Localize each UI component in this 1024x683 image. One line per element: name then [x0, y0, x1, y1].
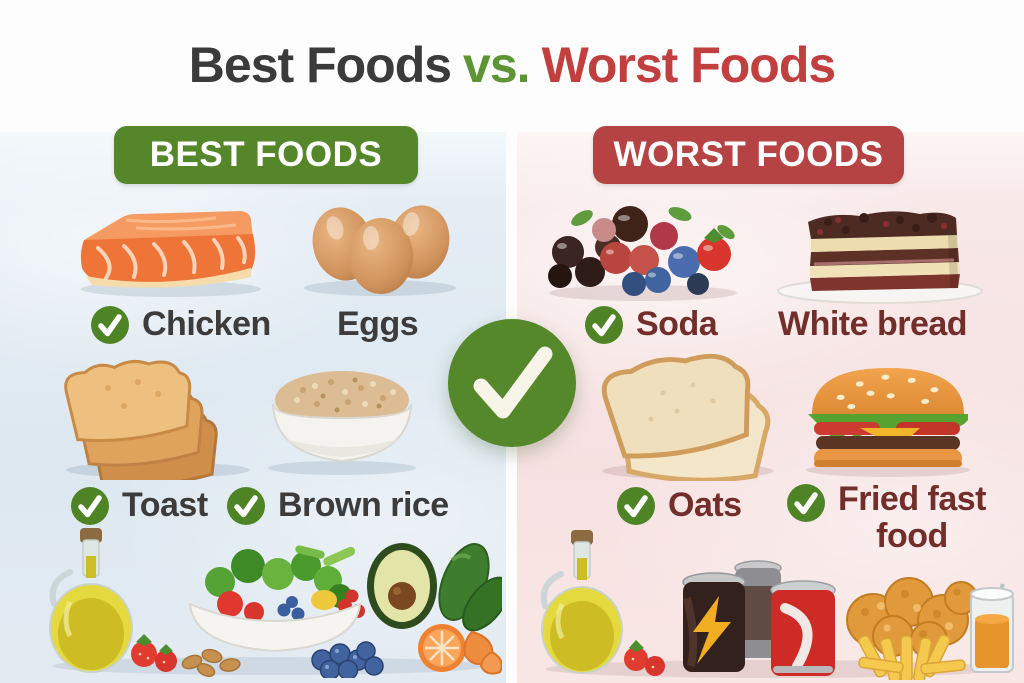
title-worst: Worst Foods	[541, 37, 837, 93]
healthy-foods-spread-illustration	[49, 528, 502, 678]
french-fries-icon	[858, 634, 966, 680]
eggs-illustration	[304, 205, 456, 296]
salmon-fillet-illustration	[80, 211, 261, 297]
food-label-toast: Toast	[122, 486, 208, 525]
title-vs: vs.	[463, 37, 531, 93]
burger-illustration	[806, 368, 970, 477]
label-row-fried-fast-food: Fried fast food	[786, 480, 992, 556]
food-label-brown-rice: Brown rice	[278, 486, 449, 525]
food-label-chicken: Chicken	[142, 305, 271, 344]
salad-bowl-icon	[188, 545, 365, 653]
label-row-soda: Soda	[584, 303, 718, 347]
cucumbers-icon	[438, 543, 502, 632]
energy-drink-cans-icon	[682, 560, 836, 676]
berries-chocolate-illustration	[548, 206, 737, 301]
toast-illustration	[62, 354, 250, 480]
junk-foods-spread-illustration	[540, 530, 1014, 680]
check-icon	[226, 486, 266, 526]
check-icon	[584, 305, 624, 345]
check-icon	[90, 305, 130, 345]
juice-glass-icon	[970, 583, 1014, 673]
food-label-soda: Soda	[636, 305, 718, 344]
olive-oil-bottle-icon	[540, 530, 623, 674]
strawberries-icon	[624, 640, 665, 676]
food-label-fried-fast-food: Fried fast food	[837, 480, 987, 556]
food-label-white-bread: White bread	[778, 305, 968, 344]
label-row-chicken: Chicken	[90, 303, 271, 347]
food-label-eggs: Eggs	[337, 305, 419, 344]
white-bread-illustration	[593, 353, 774, 481]
label-row-white-bread: White bread	[778, 303, 968, 347]
label-row-brown-rice: Brown rice	[226, 484, 449, 528]
brown-rice-bowl-illustration	[268, 371, 416, 475]
label-row-eggs: Eggs	[337, 303, 419, 347]
best-foods-badge: BEST FOODS	[114, 126, 418, 184]
chocolate-cake-illustration	[777, 211, 983, 304]
orange-slices-icon	[418, 624, 502, 675]
check-icon	[786, 483, 826, 523]
check-icon	[616, 486, 656, 526]
title-best: Best Foods	[188, 37, 452, 93]
page-title: Best Foods vs. Worst Foods	[0, 36, 1024, 94]
olive-oil-bottle-icon	[49, 528, 133, 673]
strawberries-icon	[131, 634, 177, 672]
nuts-icon	[181, 648, 241, 678]
label-row-oats: Oats	[616, 484, 742, 528]
label-row-toast: Toast	[70, 484, 208, 528]
check-icon	[70, 486, 110, 526]
center-checkmark-icon	[447, 318, 577, 448]
worst-foods-badge: WORST FOODS	[593, 126, 904, 184]
avocado-icon	[367, 543, 437, 629]
food-label-oats: Oats	[668, 486, 742, 525]
blueberries-icon	[311, 641, 384, 678]
